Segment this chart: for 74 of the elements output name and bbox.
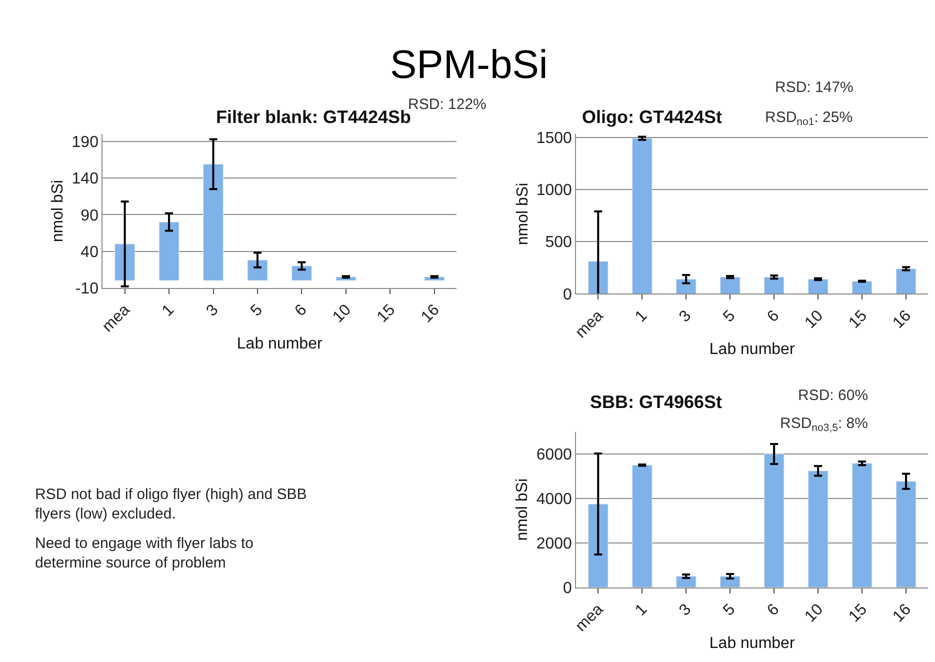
- x-tick-label: 5: [248, 301, 266, 320]
- bar: [720, 276, 740, 294]
- y-tick-label: 2000: [536, 536, 572, 553]
- text: RSD: 122%: [408, 96, 486, 113]
- y-tick-label: 90: [80, 207, 99, 224]
- bar: [896, 268, 916, 294]
- x-tick-label: 5: [720, 600, 739, 620]
- text: RSD$_{no1}$: 25%: [765, 109, 853, 128]
- x-tick-label: 10: [330, 301, 355, 326]
- x-tick-label: 1: [632, 307, 651, 326]
- x-tick-label: 6: [292, 301, 310, 320]
- text: RSD: 60%: [798, 387, 868, 404]
- y-axis-title: nmol bSi: [514, 478, 532, 541]
- y-tick-label: 6000: [536, 446, 572, 464]
- bar: [808, 470, 828, 588]
- y-tick-label: 0: [563, 580, 572, 597]
- x-tick-label: 15: [846, 307, 871, 332]
- y-tick-label: 500: [545, 234, 572, 252]
- x-axis-title: Lab number: [709, 634, 796, 652]
- x-tick-label: 1: [159, 301, 178, 320]
- x-tick-label: 16: [890, 307, 915, 332]
- bar: [852, 280, 872, 294]
- bar: [676, 278, 696, 294]
- bar: [764, 454, 784, 588]
- x-tick-label: 6: [764, 600, 783, 620]
- y-tick-label: 1000: [536, 182, 572, 200]
- x-tick-label: mea: [99, 301, 134, 336]
- x-tick-label: mea: [572, 600, 607, 636]
- y-tick-label: 40: [80, 244, 99, 261]
- bar: [676, 576, 696, 588]
- y-tick-label: 4000: [536, 491, 572, 508]
- bar: [203, 164, 224, 281]
- text: RSD: 147%: [775, 79, 854, 96]
- chart-title: SBB: GT4966St: [590, 392, 722, 412]
- x-tick-label: 3: [203, 301, 222, 320]
- x-tick-label: 3: [676, 600, 695, 620]
- bar: [632, 464, 652, 588]
- x-tick-label: 1: [632, 600, 651, 620]
- y-axis-title: nmol bSi: [50, 180, 67, 242]
- x-tick-label: 10: [802, 307, 827, 332]
- y-axis-title: nmol bSi: [514, 182, 532, 246]
- x-tick-label: 16: [418, 301, 443, 326]
- bar: [158, 222, 180, 281]
- x-tick-label: 16: [890, 600, 915, 626]
- bar: [808, 278, 828, 294]
- bar: [632, 138, 652, 294]
- bar: [588, 261, 608, 294]
- x-axis-title: Lab number: [236, 335, 323, 352]
- x-tick-label: 5: [720, 307, 739, 326]
- y-tick-label: 140: [72, 170, 99, 188]
- text: RSD not bad if oligo flyer (high) and SBB flyers (low) excluded.: [35, 486, 307, 522]
- text: SPM-bSi: [390, 43, 548, 87]
- x-tick-label: 6: [764, 307, 783, 326]
- y-tick-label: 190: [72, 134, 99, 152]
- x-tick-label: mea: [572, 307, 607, 342]
- bar: [896, 481, 916, 588]
- y-tick-label: 0: [563, 286, 572, 304]
- bar: [588, 504, 608, 588]
- y-tick-label: -10: [75, 280, 99, 298]
- x-tick-label: 10: [802, 600, 827, 626]
- chart-title: Oligo: GT4424St: [582, 107, 722, 127]
- bar: [764, 276, 784, 294]
- bar: [292, 266, 312, 281]
- annotation: RSD$_{no3,5}$: 8%: [780, 415, 868, 434]
- bar: [852, 463, 872, 588]
- bar: [114, 244, 135, 281]
- bar: [247, 260, 268, 281]
- x-axis-title: Lab number: [709, 341, 796, 358]
- x-tick-label: 15: [846, 600, 871, 626]
- bar: [720, 576, 740, 588]
- text: Need to engage with flyer labs to determine source of problem: [35, 535, 254, 572]
- x-tick-label: 3: [676, 307, 695, 326]
- y-tick-label: 1500: [536, 130, 572, 147]
- x-tick-label: 15: [374, 301, 399, 326]
